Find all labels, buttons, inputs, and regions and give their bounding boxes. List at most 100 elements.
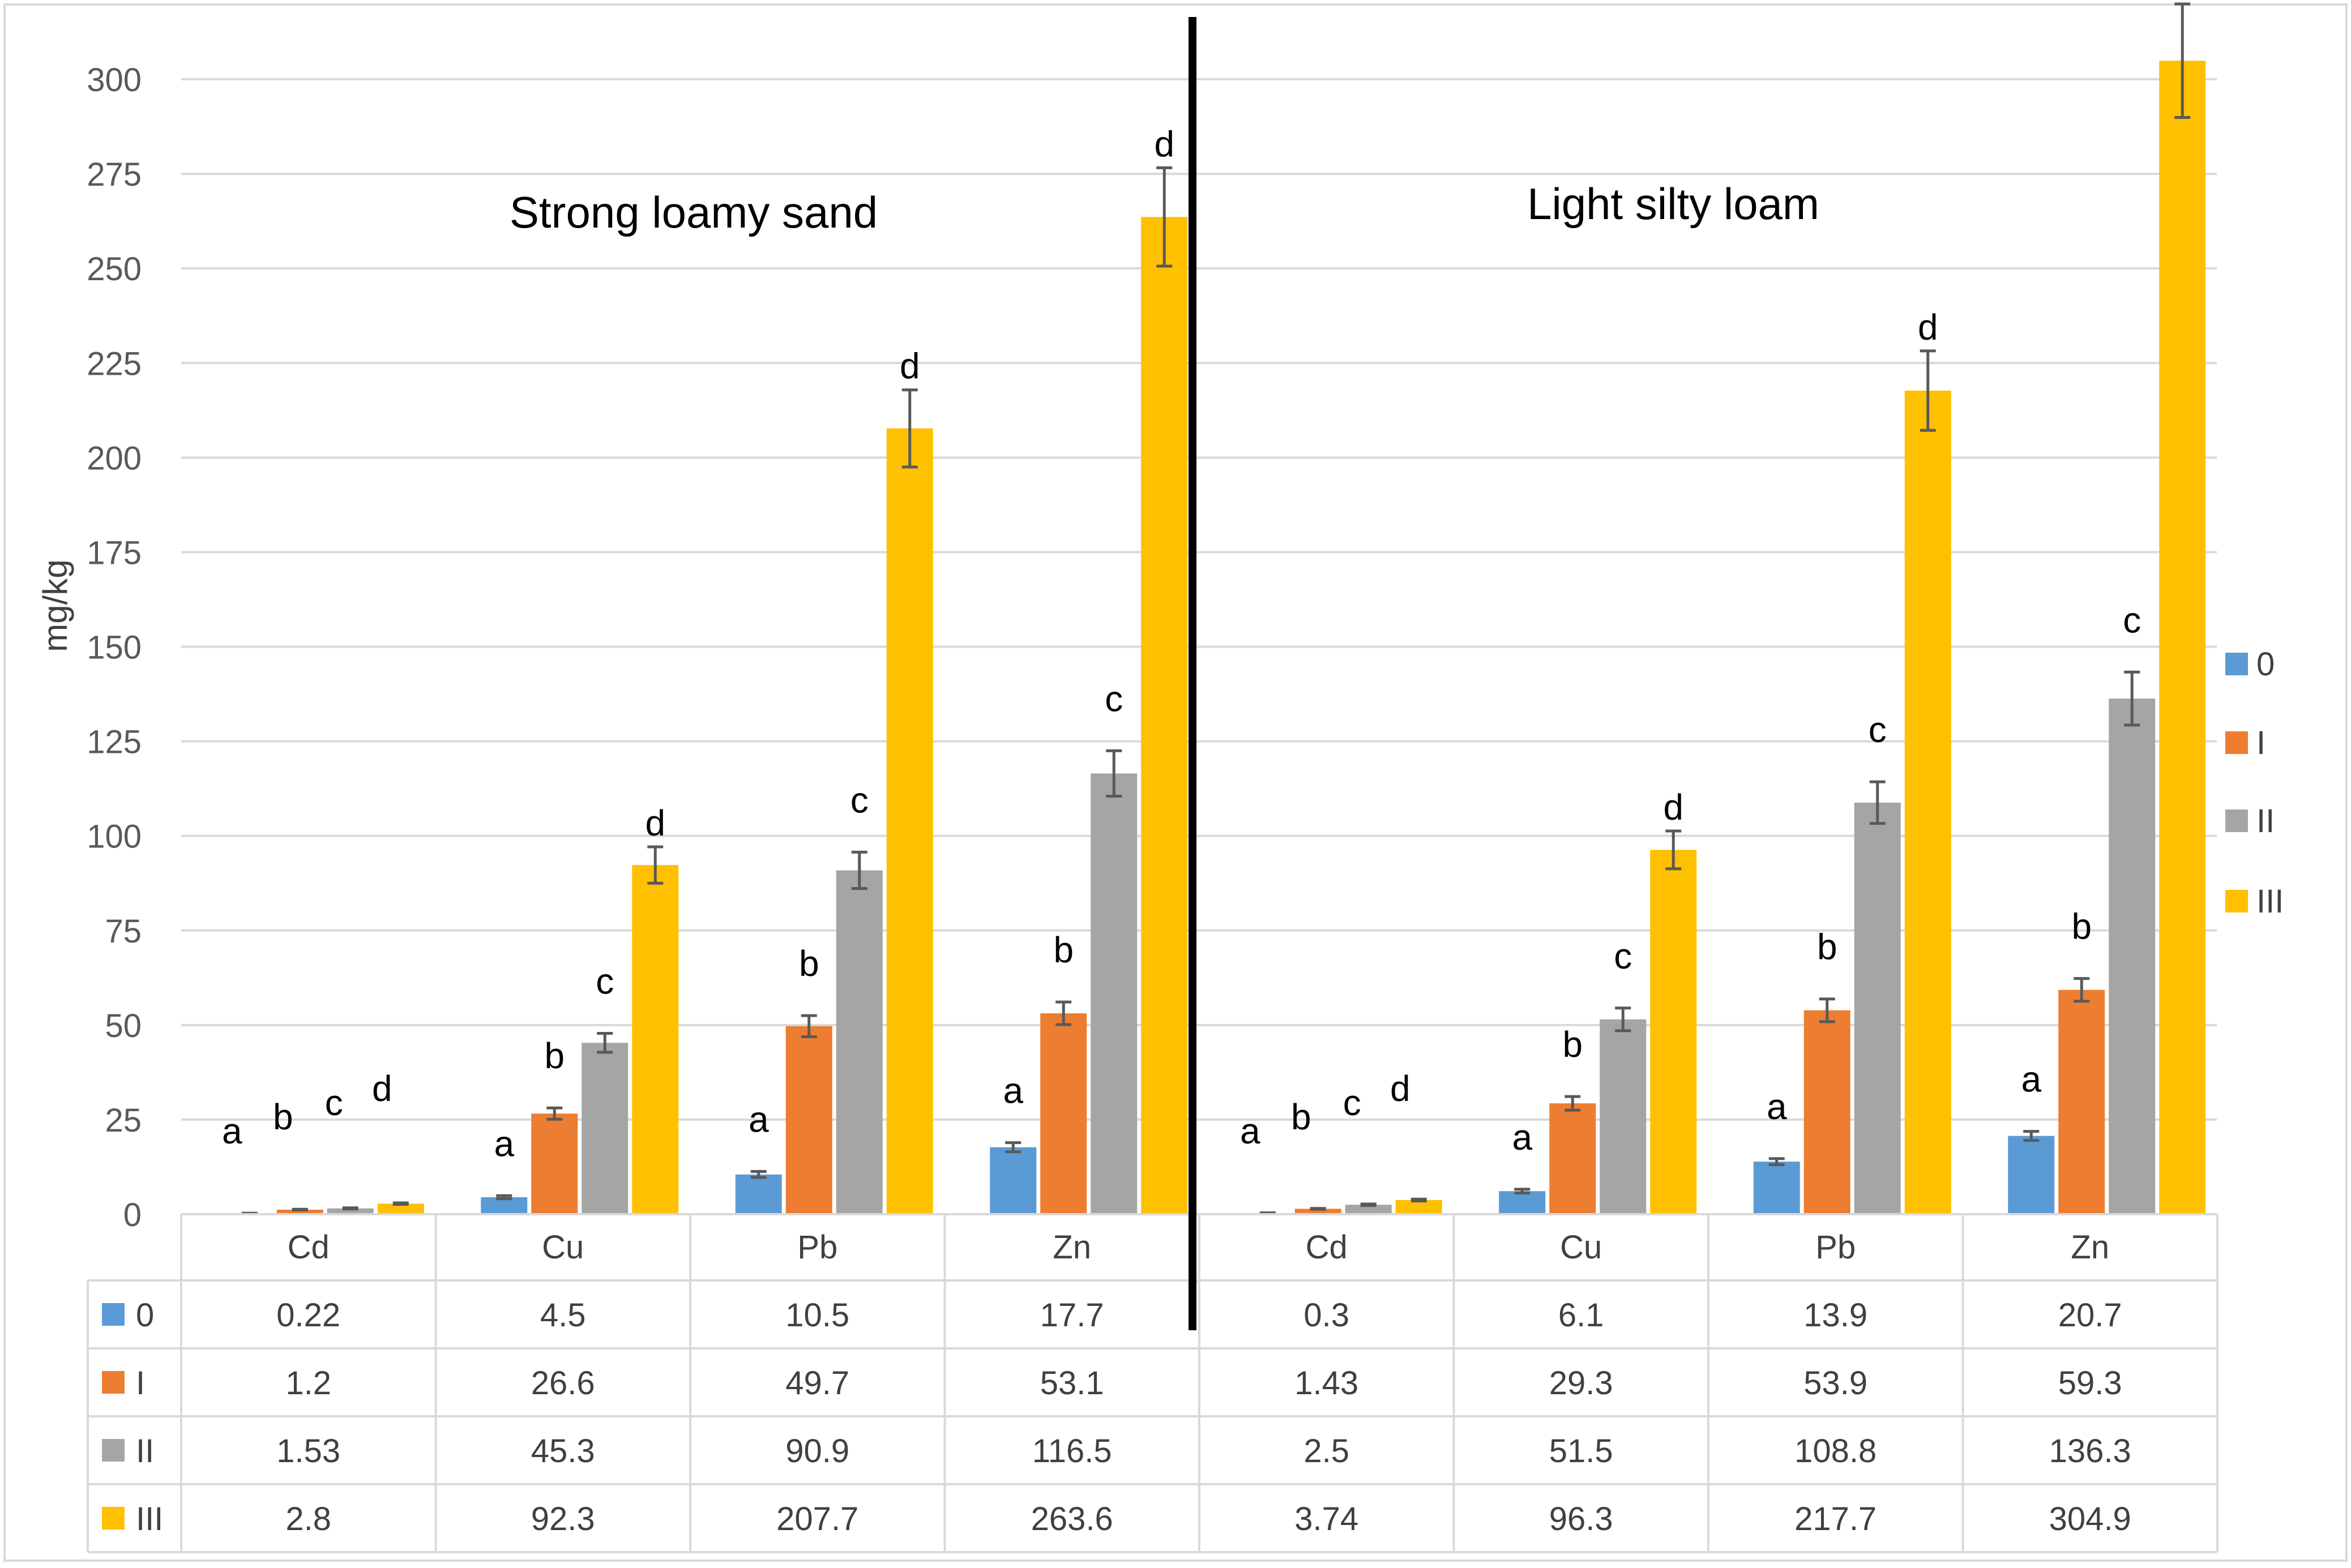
error-bar	[292, 1207, 308, 1212]
significance-letter: b	[1053, 929, 1074, 970]
y-tick-label: 175	[87, 534, 142, 571]
error-bar	[1819, 997, 1835, 1023]
table-cell: 53.9	[1803, 1365, 1867, 1402]
table-cell: 3.74	[1294, 1501, 1358, 1537]
bar-cu-i	[1549, 1103, 1596, 1214]
y-tick-label: 25	[105, 1102, 142, 1139]
legend-item: I	[2225, 725, 2265, 761]
error-bar	[546, 1106, 563, 1121]
table-cell: 136.3	[2049, 1433, 2131, 1470]
table-cell: 304.9	[2049, 1501, 2131, 1537]
table-cell: 4.5	[540, 1297, 586, 1334]
significance-letter: d	[2172, 0, 2192, 1]
significance-letter: a	[1003, 1070, 1023, 1111]
table-cell: 45.3	[531, 1433, 595, 1470]
legend-label: III	[2256, 883, 2284, 920]
legend-label: 0	[2256, 646, 2275, 683]
data-table: Cd Cu Pb Zn Cd Cu Pb Zn 0 0.22 4.5 10.5 17.7 0.3 6.1 13…	[87, 1213, 2219, 1553]
significance-letter: c	[1869, 709, 1887, 750]
significance-letter: a	[1512, 1117, 1532, 1158]
bar-cd-i	[1294, 1209, 1341, 1214]
error-bar	[1360, 1202, 1377, 1207]
error-bar	[801, 1014, 817, 1039]
bar-pb-iii	[1904, 391, 1951, 1214]
significance-letter: a	[494, 1123, 514, 1164]
legend-item: II	[2225, 803, 2275, 839]
table-cell: 1.43	[1294, 1365, 1358, 1402]
error-bar	[2023, 1130, 2040, 1142]
y-tick-label: 75	[105, 913, 142, 950]
error-bar	[1615, 1006, 1631, 1033]
error-bar	[1565, 1095, 1581, 1112]
bar-pb-i	[785, 1026, 832, 1214]
legend-swatch	[2225, 890, 2248, 912]
group-title: Strong loamy sand	[510, 187, 878, 237]
table-cell: 59.3	[2058, 1365, 2122, 1402]
error-bar	[1156, 166, 1173, 268]
category-label: Pb	[1815, 1229, 1856, 1266]
y-tick-label: 0	[123, 1197, 142, 1233]
error-bar	[1106, 749, 1122, 798]
y-tick-label: 125	[87, 724, 142, 761]
significance-letter: d	[1918, 307, 1938, 348]
table-cell: 17.7	[1040, 1297, 1104, 1334]
error-bar	[496, 1194, 512, 1201]
significance-letter: a	[2021, 1059, 2041, 1100]
bar-cd-i	[276, 1209, 323, 1214]
significance-letter: d	[1663, 787, 1683, 828]
error-bar	[1869, 780, 1886, 825]
table-cell: 0.3	[1303, 1297, 1349, 1334]
significance-letter: b	[273, 1096, 293, 1137]
group-titles: Strong loamy sand Light silty loam	[510, 179, 1819, 237]
error-bar	[342, 1206, 358, 1211]
error-bar	[1005, 1141, 1021, 1154]
table-cell: 92.3	[531, 1501, 595, 1537]
category-label: Cd	[1306, 1229, 1348, 1266]
bar-zn-0	[2008, 1136, 2055, 1214]
significance-letter: b	[544, 1035, 565, 1076]
table-cell: 207.7	[776, 1501, 858, 1537]
significance-letter: c	[1614, 936, 1632, 976]
table-cell: 0.22	[276, 1297, 340, 1334]
error-bar	[750, 1169, 767, 1179]
category-label: Cu	[542, 1229, 584, 1266]
table-cell: 51.5	[1549, 1433, 1613, 1470]
bar-zn-0	[990, 1147, 1037, 1214]
error-bar	[2174, 2, 2191, 119]
error-bar	[1768, 1157, 1785, 1166]
error-bar	[647, 845, 664, 885]
significance-letter: d	[1390, 1068, 1410, 1109]
error-bar	[1055, 1000, 1072, 1026]
legend-swatch	[2225, 653, 2248, 675]
error-bar	[1920, 349, 1936, 432]
y-tick-label: 200	[87, 440, 142, 477]
significance-letter: a	[749, 1099, 769, 1139]
table-cell: 1.53	[276, 1433, 340, 1470]
bar-zn-iii	[1141, 217, 1188, 1215]
bar-zn-iii	[2159, 61, 2206, 1214]
bar-cu-i	[531, 1113, 578, 1214]
significance-letter: b	[1562, 1024, 1583, 1065]
significance-letter: c	[325, 1082, 343, 1123]
legend-label: I	[2256, 725, 2265, 761]
legend-label: II	[2256, 803, 2275, 839]
significance-letter: b	[1291, 1096, 1311, 1137]
bar-cd-iii	[377, 1203, 424, 1214]
significance-letter: c	[2123, 599, 2141, 640]
table-cell: 29.3	[1549, 1365, 1613, 1402]
table-legend-key	[102, 1507, 125, 1530]
table-legend-key	[102, 1439, 125, 1462]
bar-pb-ii	[1854, 802, 1901, 1214]
error-bar	[1514, 1188, 1531, 1195]
table-cell: 90.9	[785, 1433, 849, 1470]
bar-cu-0	[1499, 1191, 1546, 1214]
table-cell: 53.1	[1040, 1365, 1104, 1402]
bar-pb-iii	[886, 428, 933, 1215]
bar-zn-i	[1040, 1013, 1087, 1214]
significance-letter: c	[596, 961, 614, 1002]
bar-pb-i	[1803, 1010, 1850, 1214]
table-cell: 13.9	[1803, 1297, 1867, 1334]
y-tick-label: 100	[87, 819, 142, 855]
